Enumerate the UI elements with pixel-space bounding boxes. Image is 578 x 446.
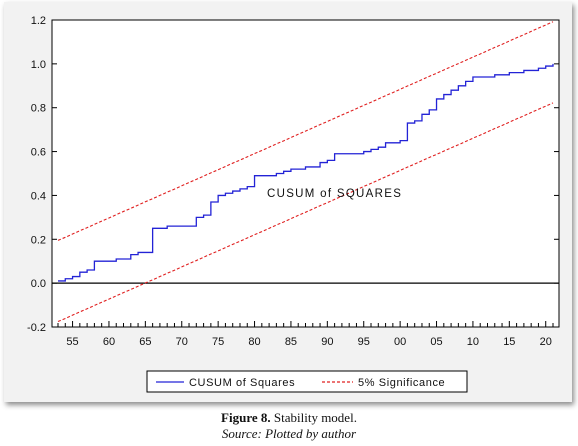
y-tick-label: -0.2 xyxy=(27,322,46,334)
x-tick-label: 55 xyxy=(66,336,78,348)
x-axis: 55 60 65 70 75 80 85 90 95 00 05 10 15 20 xyxy=(57,321,554,348)
plot-area xyxy=(51,19,560,328)
x-tick-label: 60 xyxy=(103,336,115,348)
x-tick-label: 65 xyxy=(139,336,151,348)
x-tick-label: 10 xyxy=(467,336,479,348)
caption-line: Figure 8. Stability model. xyxy=(0,410,578,426)
source-note: Source: Plotted by author xyxy=(221,426,357,441)
x-tick-label: 90 xyxy=(321,336,333,348)
x-tick-label: 20 xyxy=(540,336,552,348)
figure-label: Figure 8. xyxy=(221,410,271,425)
y-tick-label: 0.0 xyxy=(31,278,46,290)
legend-label-cusum: CUSUM of Squares xyxy=(189,377,295,389)
figure-frame: -0.2 0.0 0.2 0.4 0.6 0.8 1.0 1.2 55 60 65 70 75 80 85… xyxy=(4,2,572,402)
y-tick-label: 0.8 xyxy=(31,103,46,115)
chart: -0.2 0.0 0.2 0.4 0.6 0.8 1.0 1.2 55 60 65 70 75 80 85… xyxy=(27,15,560,393)
legend-label-significance: 5% Significance xyxy=(358,377,445,389)
x-tick-label: 85 xyxy=(285,336,297,348)
x-tick-label: 15 xyxy=(503,336,515,348)
series-line-significance-2 xyxy=(57,102,554,323)
legend-box xyxy=(146,370,468,393)
series-layer xyxy=(57,21,554,323)
x-tick-label: 75 xyxy=(212,336,224,348)
y-tick-label: 0.2 xyxy=(31,234,46,246)
y-tick-label: 1.2 xyxy=(31,15,46,27)
figure-title: Stability model. xyxy=(270,410,357,425)
x-tick-label: 00 xyxy=(394,336,406,348)
x-tick-label: 95 xyxy=(358,336,370,348)
y-axis: -0.2 0.0 0.2 0.4 0.6 0.8 1.0 1.2 xyxy=(27,15,559,334)
series-line-significance-1 xyxy=(57,21,554,241)
chart-annotation: CUSUM of SQUARES xyxy=(267,188,402,200)
x-tick-label: 05 xyxy=(430,336,442,348)
x-tick-label: 80 xyxy=(248,336,260,348)
y-tick-label: 1.0 xyxy=(31,59,46,71)
series-line-cusum xyxy=(58,63,554,282)
y-tick-label: 0.6 xyxy=(31,147,46,159)
legend: CUSUM of Squares 5% Significance xyxy=(146,370,468,393)
x-tick-label: 70 xyxy=(176,336,188,348)
figure-caption: Figure 8. Stability model. Source: Plott… xyxy=(0,410,578,442)
y-tick-label: 0.4 xyxy=(31,190,46,202)
